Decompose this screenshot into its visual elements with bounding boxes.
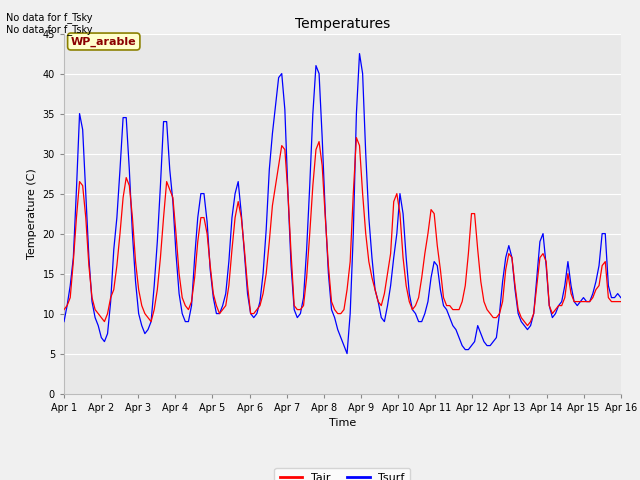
- Text: WP_arable: WP_arable: [71, 36, 136, 47]
- Y-axis label: Temperature (C): Temperature (C): [27, 168, 37, 259]
- Legend: Tair, Tsurf: Tair, Tsurf: [275, 468, 410, 480]
- X-axis label: Time: Time: [329, 418, 356, 428]
- Text: No data for f_Tsky: No data for f_Tsky: [6, 12, 93, 23]
- Text: No data for f_Tsky: No data for f_Tsky: [6, 24, 93, 35]
- Title: Temperatures: Temperatures: [295, 17, 390, 31]
